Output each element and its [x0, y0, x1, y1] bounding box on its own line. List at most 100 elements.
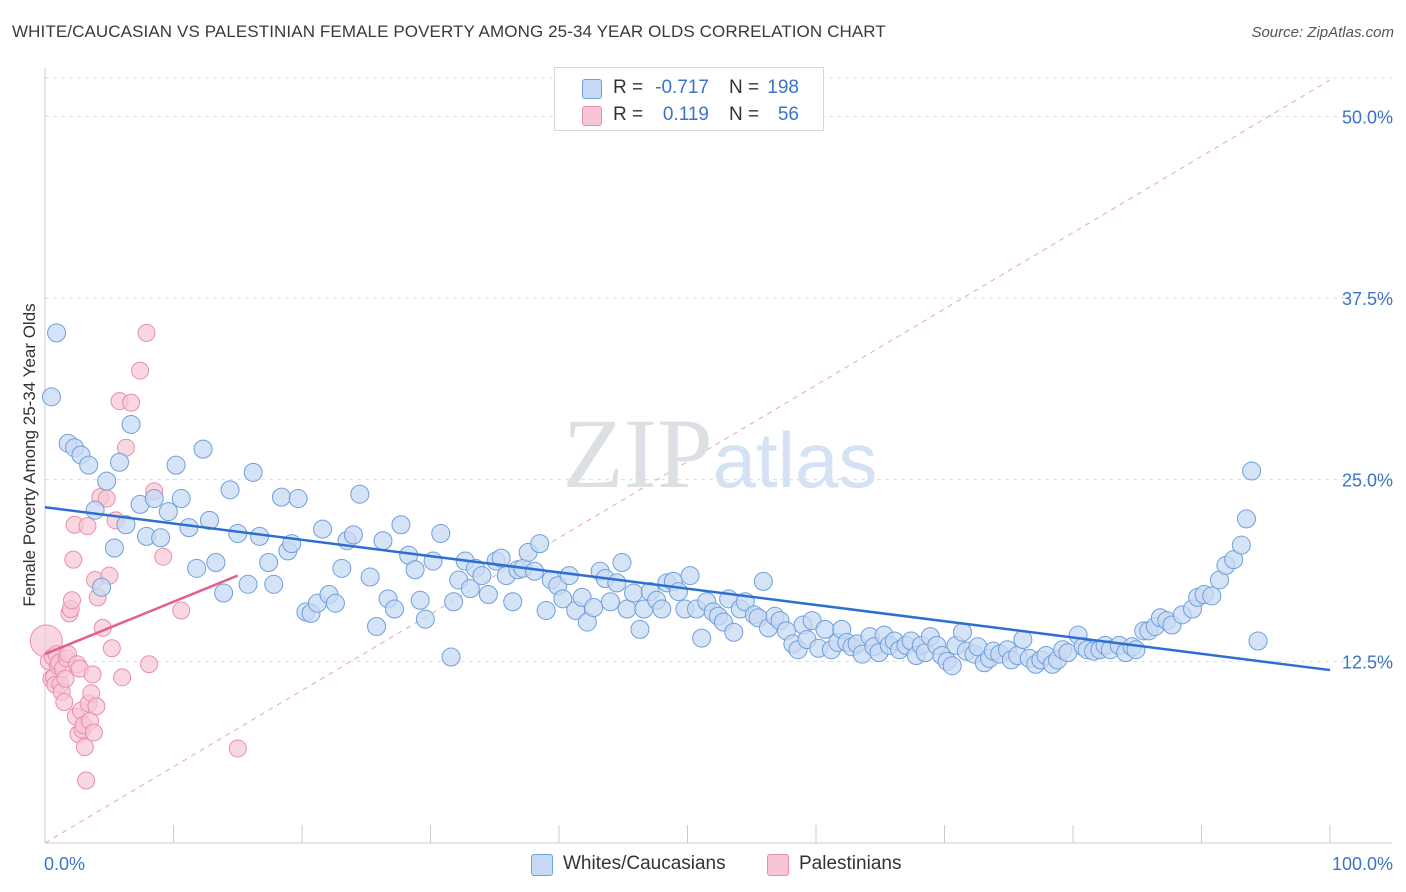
whites-point — [669, 582, 689, 602]
whites-point — [144, 489, 164, 509]
palestinians-point — [102, 639, 121, 658]
y-tick-label: 50.0% — [1342, 107, 1393, 127]
whites-point — [415, 609, 435, 629]
palestinians-point — [172, 601, 191, 620]
legend-n-value: 198 — [767, 77, 799, 98]
whites-point — [171, 489, 191, 509]
whites-point — [503, 592, 523, 612]
whites-point — [271, 487, 291, 507]
whites-point — [617, 599, 637, 619]
whites-point — [288, 489, 308, 509]
whites-point — [373, 531, 393, 551]
y-tick-label: 37.5% — [1342, 289, 1393, 309]
whites-point — [584, 598, 604, 618]
whites-point — [158, 502, 178, 522]
legend-r-label: R = — [613, 77, 644, 98]
watermark-atlas: atlas — [713, 416, 878, 504]
whites-point — [166, 455, 186, 475]
whites-point — [478, 584, 498, 604]
whites-point — [121, 414, 141, 434]
whites-trend-line — [44, 506, 1331, 672]
axes — [44, 68, 1392, 844]
whites-point — [206, 553, 226, 573]
whites-point — [441, 647, 461, 667]
whites-point — [41, 387, 61, 407]
whites-point — [405, 560, 425, 580]
whites-point — [724, 622, 744, 642]
whites-points — [41, 323, 1268, 676]
whites-point — [460, 579, 480, 599]
whites-point — [116, 515, 136, 535]
legend-r-label: R = — [613, 104, 644, 125]
whites-point — [652, 599, 672, 619]
palestinians-point — [140, 655, 159, 674]
whites-point — [530, 534, 550, 554]
whites-point — [553, 589, 573, 609]
gridlines — [45, 77, 1392, 662]
whites-point — [367, 616, 387, 636]
whites-point — [220, 480, 240, 500]
whites-point — [952, 622, 972, 642]
whites-point — [1231, 535, 1251, 555]
palestinians-point — [78, 517, 97, 536]
whites-point — [350, 484, 370, 504]
whites-point — [1248, 631, 1268, 651]
whites-point — [692, 628, 712, 648]
correlation-legend: R = -0.717 N = 198 R = 0.119 N = 56 — [554, 67, 824, 131]
palestinians-point — [137, 323, 156, 342]
series-name-palestinians: Palestinians — [799, 853, 902, 874]
whites-point — [187, 558, 207, 578]
whites-point — [385, 599, 405, 619]
whites-point — [104, 538, 124, 558]
x-tick-label: 100.0% — [1332, 854, 1393, 874]
palestinians-point — [55, 693, 74, 712]
palestinians-point — [113, 668, 132, 687]
whites-point — [753, 571, 773, 591]
whites-point — [332, 558, 352, 578]
legend-r-value: 0.119 — [662, 104, 709, 125]
watermark-zip: ZIP — [563, 398, 713, 509]
whites-point — [1013, 630, 1033, 650]
chart-title: WHITE/CAUCASIAN VS PALESTINIAN FEMALE PO… — [12, 22, 886, 41]
palestinians-point — [75, 738, 94, 757]
series-legend: Whites/Caucasians Palestinians — [0, 852, 1406, 878]
series-swatch-whites — [531, 854, 553, 876]
whites-point — [97, 471, 117, 491]
whites-point — [624, 583, 644, 603]
whites-point — [444, 592, 464, 612]
palestinians-point — [62, 591, 81, 610]
trend-lines — [44, 506, 1331, 672]
whites-point — [214, 583, 234, 603]
palestinians-point — [122, 393, 141, 412]
whites-point — [360, 567, 380, 587]
palestinians-point — [56, 669, 75, 688]
palestinians-point — [131, 361, 150, 380]
legend-n-label: N = — [729, 77, 760, 98]
legend-n-value: 56 — [777, 104, 799, 125]
whites-point — [79, 455, 99, 475]
whites-point — [193, 439, 213, 459]
legend-row-palestinians: R = 0.119 N = 56 — [555, 102, 823, 128]
watermark: ZIPatlas — [563, 398, 878, 509]
palestinians-point — [87, 697, 106, 716]
whites-point — [491, 548, 511, 568]
whites-point — [179, 518, 199, 538]
legend-swatch-palestinians — [582, 106, 602, 126]
palestinians-trend-line — [44, 574, 239, 656]
whites-point — [607, 573, 627, 593]
palestinians-point — [154, 547, 173, 566]
whites-point — [110, 452, 130, 472]
whites-point — [472, 566, 492, 586]
tick-labels: 12.5% 25.0% 37.5% 50.0% 0.0% 100.0% — [44, 107, 1393, 874]
series-swatch-palestinians — [767, 854, 789, 876]
whites-point — [243, 462, 263, 482]
whites-point — [1242, 461, 1262, 481]
legend-n-label: N = — [729, 104, 760, 125]
palestinians-point — [84, 723, 103, 742]
whites-point — [85, 500, 105, 520]
series-name-whites: Whites/Caucasians — [563, 853, 726, 874]
whites-point — [536, 600, 556, 620]
y-tick-label: 12.5% — [1342, 652, 1393, 672]
whites-point — [600, 592, 620, 612]
